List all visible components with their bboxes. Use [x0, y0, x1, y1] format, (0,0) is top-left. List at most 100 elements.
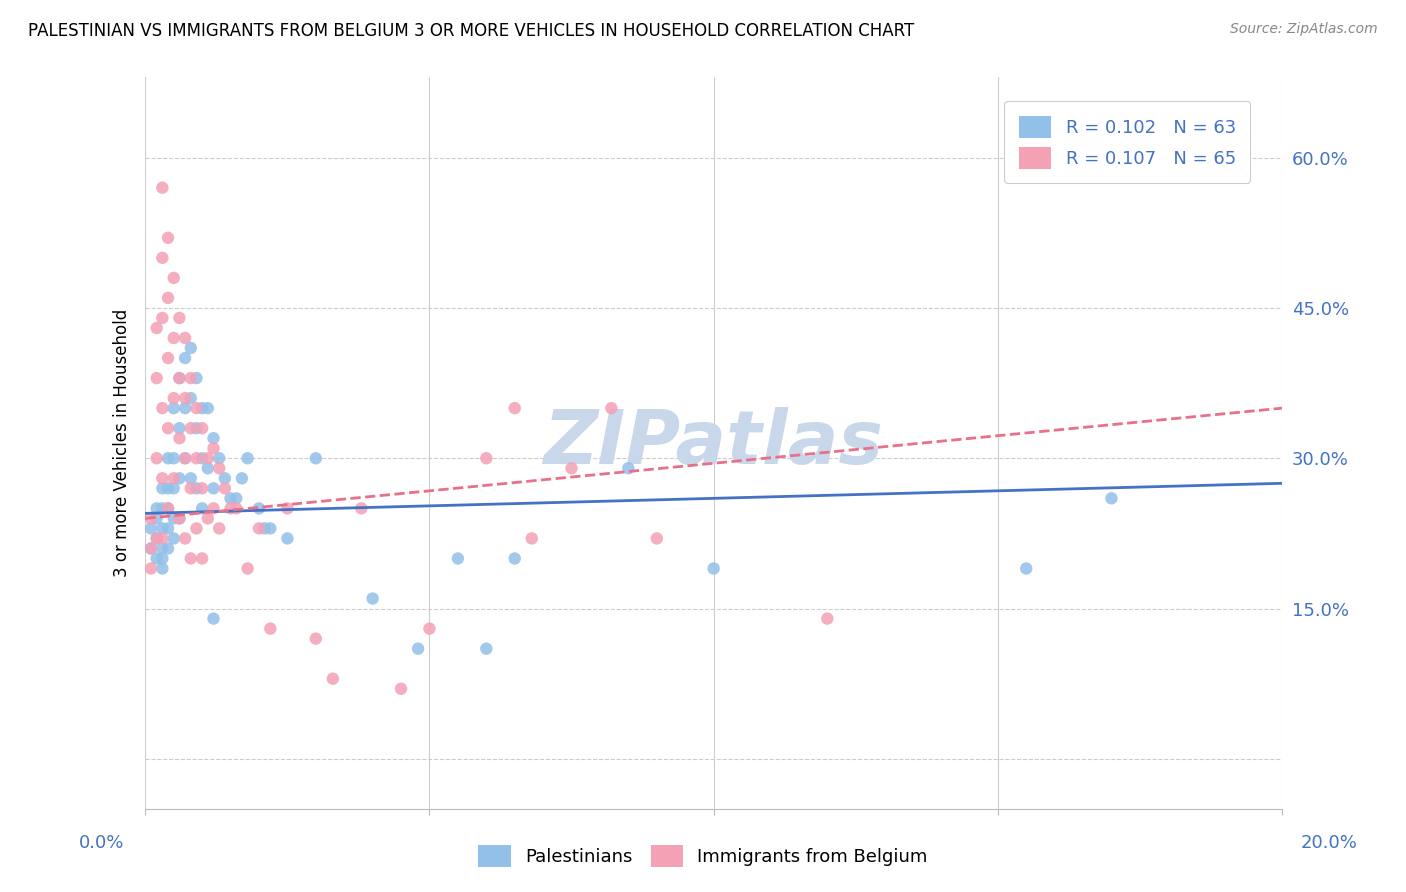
Point [163, 511, 186, 525]
Point [202, 501, 225, 516]
Point [163, 471, 186, 485]
Point [180, 341, 202, 355]
Point [186, 451, 208, 466]
Point [169, 371, 191, 385]
Point [180, 391, 202, 405]
Point [174, 532, 197, 546]
Legend: R = 0.102   N = 63, R = 0.107   N = 65: R = 0.102 N = 63, R = 0.107 N = 65 [1004, 101, 1250, 183]
Point [214, 471, 236, 485]
Point [157, 421, 180, 435]
Point [163, 451, 186, 466]
Point [191, 421, 214, 435]
Point [174, 331, 197, 345]
Point [139, 561, 162, 575]
Point [1015, 561, 1038, 575]
Point [150, 501, 173, 516]
Point [180, 551, 202, 566]
Point [219, 501, 242, 516]
Point [186, 401, 208, 416]
Point [191, 501, 214, 516]
Point [145, 321, 167, 335]
Point [157, 521, 180, 535]
Point [418, 622, 440, 636]
Point [174, 401, 197, 416]
Point [163, 271, 186, 285]
Point [157, 451, 180, 466]
Point [157, 541, 180, 556]
Point [197, 461, 219, 475]
Point [815, 611, 838, 625]
Point [191, 401, 214, 416]
Point [208, 521, 231, 535]
Point [259, 521, 281, 535]
Point [1101, 491, 1123, 506]
Y-axis label: 3 or more Vehicles in Household: 3 or more Vehicles in Household [114, 310, 131, 577]
Point [305, 451, 328, 466]
Point [191, 551, 214, 566]
Point [150, 532, 173, 546]
Point [361, 591, 384, 606]
Point [191, 481, 214, 495]
Point [236, 451, 259, 466]
Point [157, 501, 180, 516]
Point [276, 501, 298, 516]
Text: Source: ZipAtlas.com: Source: ZipAtlas.com [1230, 22, 1378, 37]
Point [186, 481, 208, 495]
Point [169, 371, 191, 385]
Point [305, 632, 328, 646]
Point [197, 401, 219, 416]
Point [145, 451, 167, 466]
Point [202, 611, 225, 625]
Point [214, 481, 236, 495]
Point [180, 421, 202, 435]
Point [259, 622, 281, 636]
Point [163, 481, 186, 495]
Point [561, 461, 583, 475]
Point [163, 391, 186, 405]
Point [247, 521, 270, 535]
Point [180, 371, 202, 385]
Point [150, 401, 173, 416]
Point [174, 451, 197, 466]
Point [475, 451, 498, 466]
Point [169, 511, 191, 525]
Text: PALESTINIAN VS IMMIGRANTS FROM BELGIUM 3 OR MORE VEHICLES IN HOUSEHOLD CORRELATI: PALESTINIAN VS IMMIGRANTS FROM BELGIUM 3… [28, 22, 914, 40]
Point [350, 501, 373, 516]
Point [157, 291, 180, 305]
Point [180, 471, 202, 485]
Point [150, 180, 173, 194]
Point [150, 251, 173, 265]
Point [202, 431, 225, 445]
Text: 0.0%: 0.0% [79, 834, 124, 852]
Point [322, 672, 344, 686]
Text: ZIPatlas: ZIPatlas [544, 407, 883, 480]
Point [169, 471, 191, 485]
Point [150, 471, 173, 485]
Point [157, 231, 180, 245]
Point [145, 551, 167, 566]
Point [157, 481, 180, 495]
Point [169, 310, 191, 325]
Point [406, 641, 429, 656]
Point [197, 451, 219, 466]
Point [247, 501, 270, 516]
Point [150, 551, 173, 566]
Point [253, 521, 276, 535]
Point [219, 491, 242, 506]
Point [139, 521, 162, 535]
Point [186, 421, 208, 435]
Point [475, 641, 498, 656]
Point [503, 551, 526, 566]
Point [174, 351, 197, 365]
Point [145, 532, 167, 546]
Point [145, 371, 167, 385]
Point [236, 561, 259, 575]
Point [169, 421, 191, 435]
Point [139, 541, 162, 556]
Point [169, 511, 191, 525]
Point [150, 561, 173, 575]
Point [520, 532, 543, 546]
Point [186, 371, 208, 385]
Point [225, 491, 247, 506]
Point [645, 532, 668, 546]
